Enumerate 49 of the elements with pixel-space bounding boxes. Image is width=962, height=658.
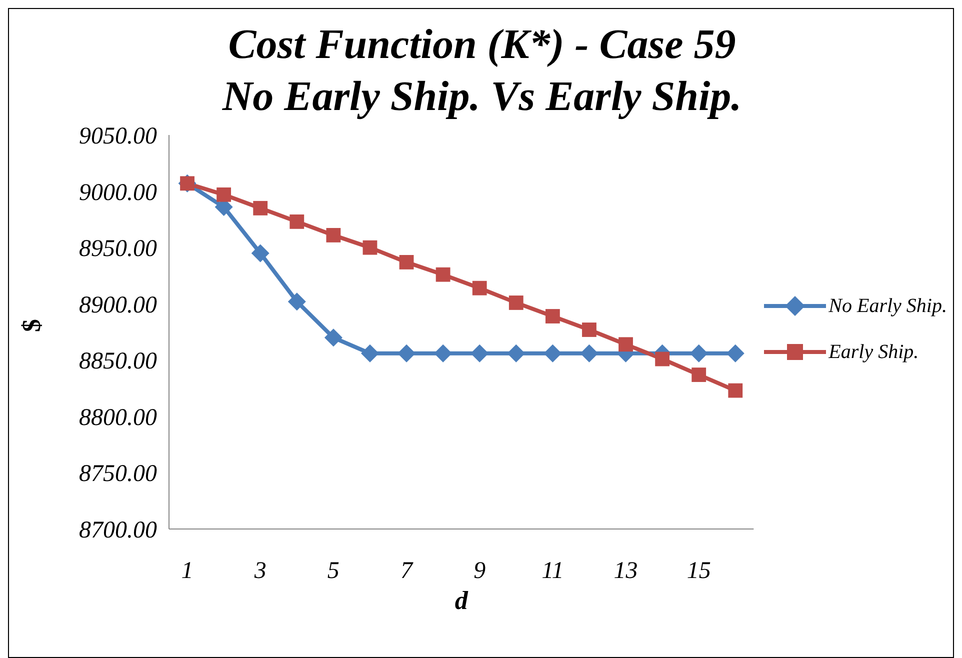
x-tick-label: 11 (542, 558, 564, 584)
x-tick-label: 1 (181, 558, 194, 584)
y-tick-label: 8950.00 (79, 236, 157, 262)
x-tick-label: 7 (400, 558, 414, 584)
y-tick-label: 8800.00 (79, 404, 157, 431)
x-tick-label: 15 (686, 558, 711, 584)
point (434, 344, 452, 362)
point (288, 292, 306, 311)
y-tick-label: 8700.00 (79, 518, 157, 544)
legend-label: Early Ship. (828, 340, 919, 364)
point (324, 328, 342, 347)
point (360, 344, 379, 362)
point (326, 228, 341, 242)
point (470, 344, 489, 362)
point (508, 296, 524, 310)
x-tick-label: 5 (327, 558, 340, 584)
x-axis-title: d (454, 586, 469, 615)
x-tick-label: 3 (253, 558, 266, 584)
point (692, 368, 706, 382)
y-tick-label: 9000.00 (79, 180, 157, 206)
chart-subtitle: No Early Ship. Vs Early Ship. (221, 73, 743, 122)
point (399, 255, 414, 270)
point (726, 344, 744, 362)
point (618, 337, 633, 352)
chart-title: Cost Function (K*) - Case 59 (227, 21, 737, 70)
y-axis-title: $ (17, 319, 46, 332)
point (507, 344, 526, 362)
point (398, 344, 416, 362)
y-tick-label: 8850.00 (79, 348, 157, 375)
point (545, 309, 560, 324)
y-tick-label: 8750.00 (79, 461, 157, 488)
point (216, 187, 232, 202)
point (728, 383, 743, 398)
point (362, 240, 378, 255)
point (655, 352, 670, 366)
point (472, 280, 487, 296)
point (436, 267, 450, 282)
y-tick-label: 9050.00 (79, 124, 157, 150)
point (580, 344, 598, 362)
point (582, 322, 596, 337)
point (690, 344, 708, 362)
x-tick-label: 13 (614, 558, 638, 584)
point (544, 344, 562, 362)
y-tick-label: 8900.00 (79, 292, 157, 318)
x-tick-label: 9 (474, 558, 486, 584)
point (253, 200, 268, 216)
legend-label: No Early Ship. (828, 294, 947, 318)
point (251, 244, 270, 262)
point (290, 214, 304, 229)
